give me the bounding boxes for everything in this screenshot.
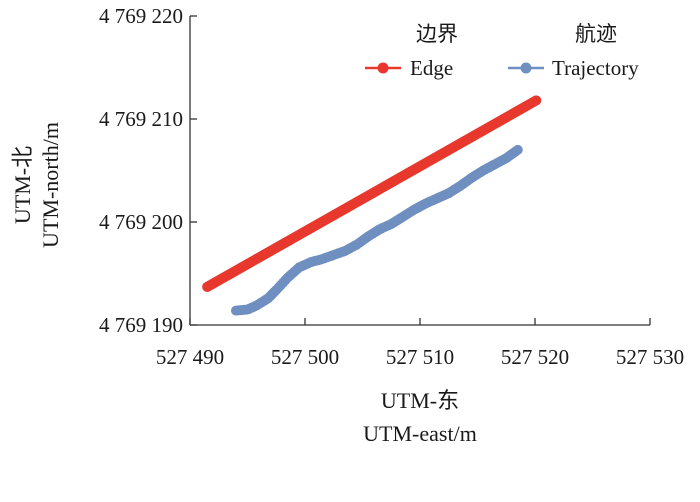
x-tick-label: 527 490 bbox=[156, 345, 224, 369]
y-ticks: 4 769 190 4 769 200 4 769 210 4 769 220 bbox=[99, 4, 197, 337]
x-axis-label-cn: UTM-东 bbox=[381, 388, 459, 413]
legend-trajectory-en: Trajectory bbox=[552, 56, 639, 80]
x-tick-label: 527 530 bbox=[616, 345, 684, 369]
legend-edge-cn: 边界 bbox=[416, 22, 458, 46]
y-axis-label-en: UTM-north/m bbox=[38, 122, 63, 248]
legend-edge-en: Edge bbox=[410, 56, 453, 80]
x-tick-label: 527 520 bbox=[501, 345, 569, 369]
y-tick-label: 4 769 200 bbox=[99, 210, 183, 234]
trajectory-point bbox=[512, 144, 523, 155]
series-layer bbox=[202, 95, 542, 316]
legend-trajectory-marker bbox=[520, 62, 532, 74]
axes: 527 490 527 500 527 510 527 520 527 530 4 76… bbox=[99, 4, 684, 369]
y-axis-label-cn: UTM-北 bbox=[10, 146, 35, 224]
x-tick-label: 527 510 bbox=[386, 345, 454, 369]
x-ticks: 527 490 527 500 527 510 527 520 527 530 bbox=[156, 318, 684, 369]
legend-trajectory-cn: 航迹 bbox=[575, 22, 617, 46]
legend: 边界 航迹 Edge Trajectory bbox=[365, 22, 639, 80]
y-tick-label: 4 769 220 bbox=[99, 4, 183, 28]
y-axis-title: UTM-北 UTM-north/m bbox=[10, 122, 63, 248]
x-tick-label: 527 500 bbox=[271, 345, 339, 369]
y-tick-label: 4 769 190 bbox=[99, 313, 183, 337]
series-trajectory bbox=[231, 144, 523, 316]
edge-point bbox=[531, 95, 542, 106]
x-axis-label-en: UTM-east/m bbox=[363, 421, 477, 446]
legend-edge-marker bbox=[377, 62, 389, 74]
series-edge bbox=[202, 95, 542, 292]
y-tick-label: 4 769 210 bbox=[99, 107, 183, 131]
